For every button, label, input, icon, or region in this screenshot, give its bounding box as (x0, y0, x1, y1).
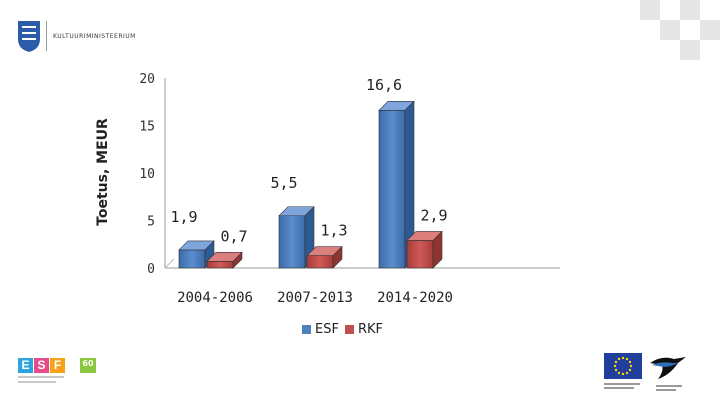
x-ticks: 2004-2006 2007-2013 2014-2020 (177, 290, 453, 306)
legend-item-esf: ESF (302, 322, 339, 337)
y-tick-label: 0 (147, 262, 155, 277)
data-label-rkf-2007-2013: 1,3 (320, 222, 347, 240)
logo-separator (46, 21, 47, 51)
x-tick-label: 2007-2013 (277, 290, 353, 306)
data-label-esf-2007-2013: 5,5 (270, 174, 297, 192)
legend-item-rkf: RKF (344, 322, 383, 337)
legend: ESF RKF (302, 322, 389, 337)
estonian-swallow-icon (648, 353, 688, 393)
bar-side-rkf-2014-2020 (432, 230, 443, 269)
data-label-esf-2004-2006: 1,9 (170, 208, 197, 226)
x-tick-label: 2004-2006 (177, 290, 253, 306)
esf-letter-e: E (18, 358, 33, 373)
eu-stars-icon (613, 356, 633, 376)
bar-esf-2007-2013 (278, 215, 306, 269)
bar-rkf-2007-2013 (306, 255, 334, 269)
bar-esf-2004-2006 (178, 249, 206, 269)
data-label-esf-2014-2020: 16,6 (366, 76, 402, 94)
legend-swatch-rkf (344, 325, 354, 334)
y-ticks: 0 5 10 15 20 (139, 72, 155, 277)
esf-text-line (18, 376, 64, 378)
ministry-name: KULTUURIMINISTEERIUM (53, 32, 136, 40)
bar-esf-2014-2020 (378, 110, 406, 269)
y-axis-label: Toetus, MEUR (95, 118, 111, 226)
swallow-shape (650, 357, 686, 391)
data-label-rkf-2004-2006: 0,7 (220, 227, 247, 245)
floor-edge (164, 258, 175, 269)
corner-decoration (640, 0, 720, 75)
esf-letter-f: F (50, 358, 65, 373)
esf-60-badge: 60 (80, 358, 96, 373)
eu-flag (604, 353, 642, 379)
data-label-rkf-2014-2020: 2,9 (420, 206, 447, 224)
x-tick-label: 2014-2020 (377, 290, 453, 306)
y-tick-label: 15 (139, 120, 155, 135)
esf-logo-icon: E S F 60 (18, 358, 98, 400)
y-tick-label: 5 (147, 215, 155, 230)
eu-flag-icon (604, 353, 644, 393)
bar-side-rkf-2007-2013 (332, 245, 343, 269)
eu-text-line (604, 383, 640, 385)
eu-text-line (604, 387, 634, 389)
esf-text-line (18, 381, 56, 383)
bar-side-rkf-2004-2006 (232, 251, 243, 269)
bars (178, 100, 443, 269)
legend-label-rkf: RKF (357, 322, 383, 337)
esf-letter-s: S (34, 358, 49, 373)
ministry-logo: KULTUURIMINISTEERIUM (16, 18, 136, 54)
ministry-crest-icon (18, 21, 40, 52)
bar-rkf-2014-2020 (406, 240, 434, 269)
y-tick-label: 10 (139, 167, 155, 182)
legend-swatch-esf (302, 325, 311, 334)
bar-rkf-2004-2006 (206, 261, 234, 269)
data-labels: 1,9 0,7 5,5 1,3 16,6 2,9 (170, 76, 447, 245)
y-tick-label: 20 (139, 72, 155, 87)
legend-label-esf: ESF (315, 322, 339, 337)
